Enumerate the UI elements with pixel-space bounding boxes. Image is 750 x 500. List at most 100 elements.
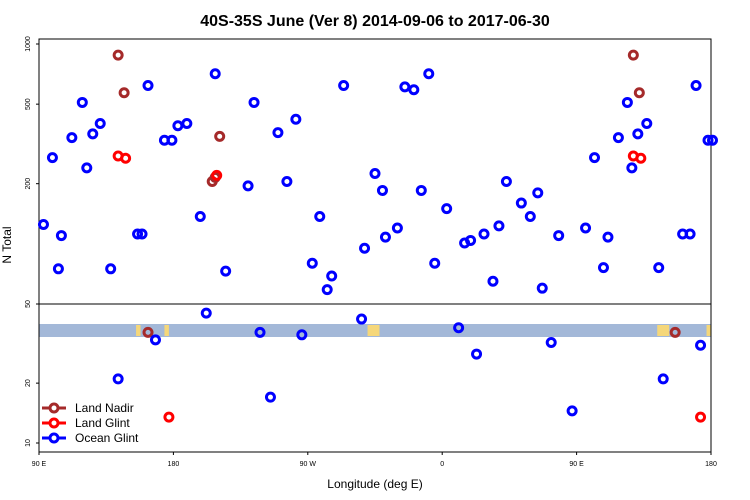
point-ocean-glint — [321, 284, 333, 296]
point-ocean-glint — [248, 96, 260, 108]
point-ocean-glint — [532, 187, 544, 199]
x-tick-label: 180 — [168, 461, 180, 468]
point-land-glint — [635, 152, 647, 164]
plot-frame — [38, 38, 712, 453]
y-tick-label: 20 — [25, 379, 32, 387]
point-ocean-glint — [338, 79, 350, 91]
point-ocean-glint — [690, 79, 702, 91]
point-ocean-glint — [695, 339, 707, 351]
point-ocean-glint — [76, 96, 88, 108]
x-tick-label: 90 E — [569, 461, 584, 468]
point-ocean-glint — [657, 373, 669, 385]
point-ocean-glint — [200, 307, 212, 319]
point-ocean-glint — [441, 203, 453, 215]
point-ocean-glint — [471, 348, 483, 360]
point-ocean-glint — [66, 132, 78, 144]
point-ocean-glint — [545, 337, 557, 349]
point-ocean-glint — [602, 231, 614, 243]
point-ocean-glint — [272, 127, 284, 139]
axis-ticks: 90 E 180 90 W 0 90 E 180 50 200 500 1000 10 20 — [25, 36, 717, 468]
point-land-nadir — [214, 130, 226, 142]
point-ocean-glint — [597, 262, 609, 274]
point-ocean-glint — [254, 326, 266, 338]
point-land-nadir — [142, 326, 154, 338]
point-ocean-glint — [326, 270, 338, 282]
point-ocean-glint — [194, 211, 206, 223]
legend-label: Ocean Glint — [75, 431, 139, 445]
data-points — [37, 49, 718, 423]
point-ocean-glint — [281, 176, 293, 188]
legend-label: Land Glint — [75, 416, 130, 430]
point-ocean-glint — [553, 230, 565, 242]
point-ocean-glint — [465, 234, 477, 246]
point-ocean-glint — [478, 228, 490, 240]
land-shape — [706, 325, 711, 336]
point-ocean-glint — [524, 211, 536, 223]
point-ocean-glint — [242, 180, 254, 192]
legend-label: Land Nadir — [75, 401, 134, 415]
point-ocean-glint — [641, 118, 653, 130]
point-ocean-glint — [290, 113, 302, 125]
land-shape — [367, 325, 380, 336]
point-ocean-glint — [87, 128, 99, 140]
chart-title: 40S-35S June (Ver 8) 2014-09-06 to 2017-… — [200, 13, 550, 30]
point-ocean-glint — [52, 263, 64, 275]
map-strip — [39, 324, 711, 337]
point-land-nadir — [669, 326, 681, 338]
point-ocean-glint — [37, 218, 49, 230]
point-ocean-glint — [612, 132, 624, 144]
point-ocean-glint — [172, 120, 184, 132]
point-ocean-glint — [132, 228, 144, 240]
y-tick-label: 500 — [25, 98, 32, 110]
point-ocean-glint — [566, 405, 578, 417]
point-ocean-glint — [453, 322, 465, 334]
y-axis-label: N Total — [0, 226, 14, 263]
point-land-glint — [163, 411, 175, 423]
legend-marker — [48, 432, 60, 444]
y-tick-label: 1000 — [25, 36, 32, 52]
point-ocean-glint — [376, 184, 388, 196]
point-ocean-glint — [112, 373, 124, 385]
x-axis-label: Longitude (deg E) — [327, 477, 422, 491]
point-ocean-glint — [149, 334, 161, 346]
point-ocean-glint — [314, 211, 326, 223]
point-ocean-glint — [181, 118, 193, 130]
point-ocean-glint — [493, 220, 505, 232]
point-ocean-glint — [626, 162, 638, 174]
point-land-nadir — [627, 49, 639, 61]
point-ocean-glint — [81, 162, 93, 174]
point-ocean-glint — [500, 176, 512, 188]
point-ocean-glint — [684, 228, 696, 240]
point-ocean-glint — [632, 128, 644, 140]
point-ocean-glint — [94, 118, 106, 130]
point-ocean-glint — [702, 134, 714, 146]
point-ocean-glint — [356, 313, 368, 325]
point-ocean-glint — [209, 68, 221, 80]
point-ocean-glint — [306, 257, 318, 269]
point-ocean-glint — [536, 282, 548, 294]
point-ocean-glint — [487, 275, 499, 287]
point-ocean-glint — [264, 391, 276, 403]
point-land-nadir — [118, 87, 130, 99]
point-ocean-glint — [296, 329, 308, 341]
point-ocean-glint — [515, 197, 527, 209]
land-shape — [657, 325, 670, 336]
point-ocean-glint — [391, 222, 403, 234]
point-ocean-glint — [359, 242, 371, 254]
x-tick-label: 90 W — [300, 461, 317, 468]
point-ocean-glint — [220, 265, 232, 277]
point-land-glint — [695, 411, 707, 423]
point-ocean-glint — [408, 84, 420, 96]
point-land-nadir — [633, 87, 645, 99]
point-ocean-glint — [653, 262, 665, 274]
point-ocean-glint — [46, 152, 58, 164]
point-ocean-glint — [423, 68, 435, 80]
point-ocean-glint — [399, 81, 411, 93]
point-ocean-glint — [136, 228, 148, 240]
land-shape — [164, 325, 169, 336]
point-ocean-glint — [706, 134, 718, 146]
point-land-nadir — [112, 49, 124, 61]
point-ocean-glint — [55, 230, 67, 242]
y-tick-label: 10 — [25, 439, 32, 447]
